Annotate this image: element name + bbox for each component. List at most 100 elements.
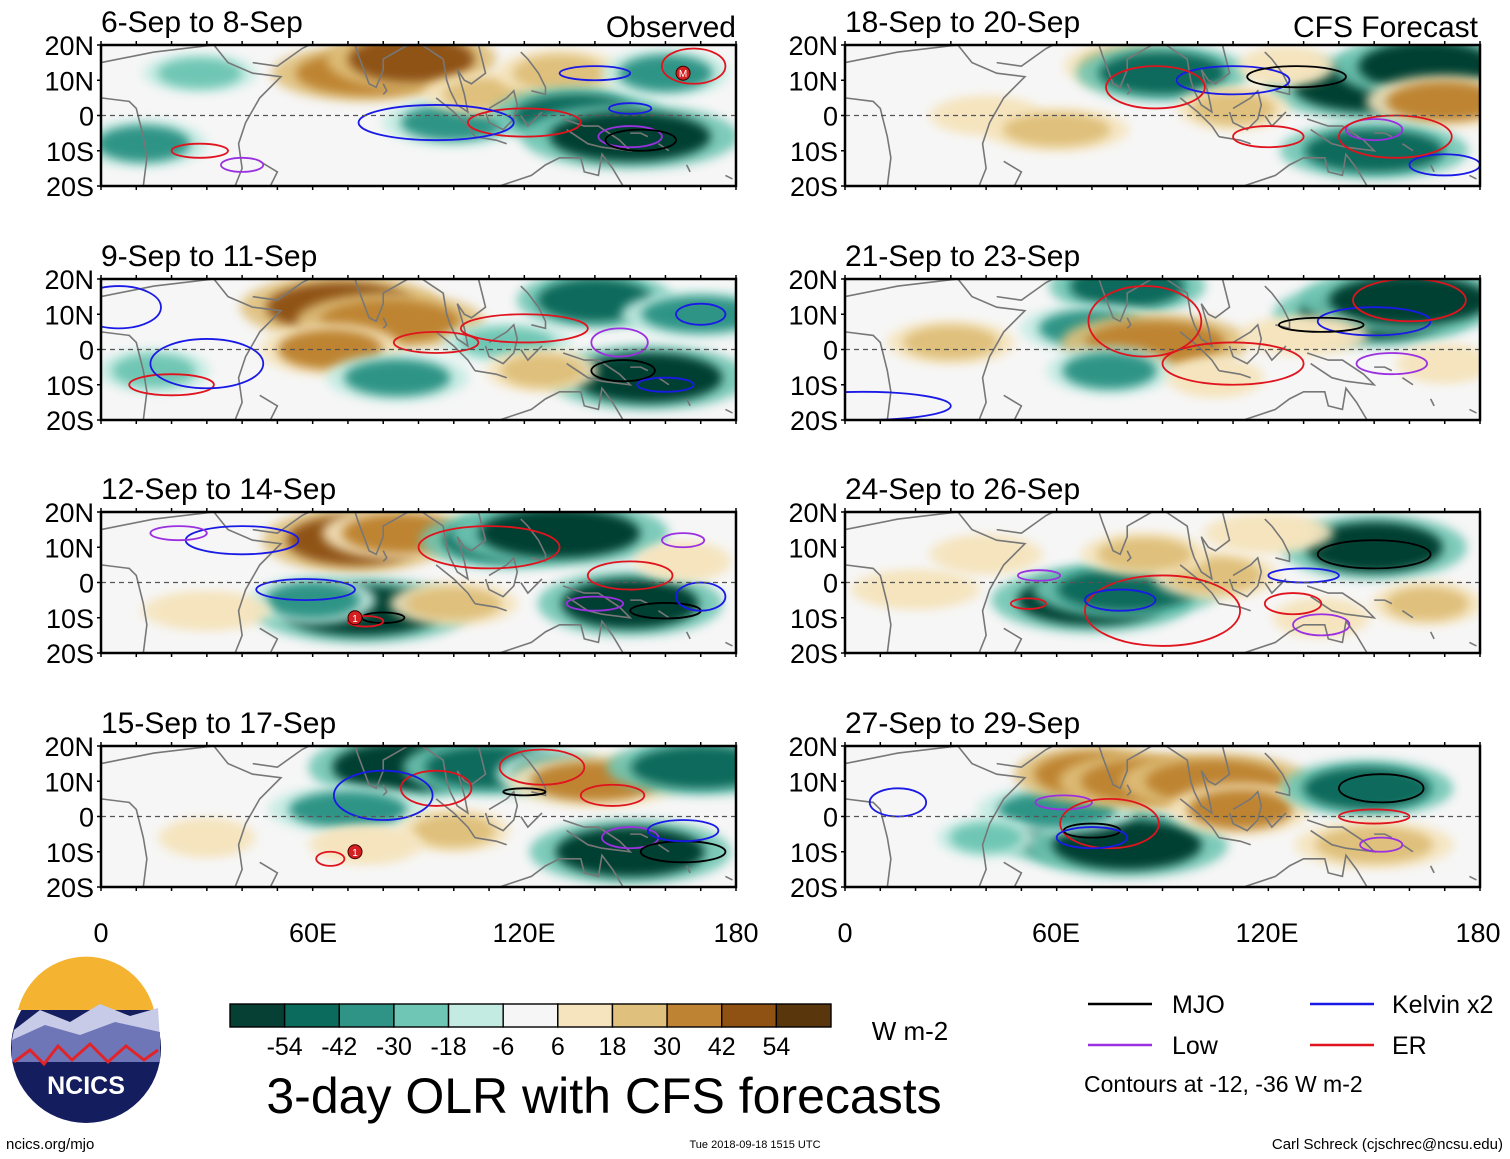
coastline — [1003, 160, 1023, 186]
er-contour — [459, 313, 589, 344]
er-contour — [661, 47, 727, 85]
panel-title: 6-Sep to 8-Sep — [101, 6, 303, 39]
er-contour — [1337, 808, 1411, 825]
olr-anomaly — [949, 822, 1023, 853]
colorbar-label: -18 — [430, 1033, 466, 1061]
coastline — [1264, 51, 1291, 96]
low-contour — [565, 595, 625, 612]
er-contour — [1232, 125, 1305, 149]
coastline — [1374, 833, 1393, 839]
olr-anomaly — [1386, 81, 1480, 122]
colorbar-label: 42 — [708, 1033, 736, 1061]
colorbar-swatch — [338, 1003, 395, 1028]
panel-title: 15-Sep to 17-Sep — [101, 707, 336, 740]
kelvin-contour — [675, 302, 727, 326]
coastline — [1374, 366, 1393, 372]
lat-label: 20N — [44, 498, 94, 528]
olr-anomaly — [170, 822, 244, 853]
colorbar-label: 6 — [551, 1033, 565, 1061]
coastline — [1081, 746, 1153, 790]
colorbar-swatch — [502, 1003, 559, 1028]
colorbar-swatch — [666, 1003, 723, 1028]
er-contour — [579, 783, 646, 807]
kelvin-contour — [646, 819, 720, 843]
legend-label-mjo: MJO — [1172, 991, 1225, 1019]
lat-label: 10S — [790, 371, 838, 401]
er-contour — [1161, 341, 1305, 386]
er-contour — [315, 850, 346, 867]
mjo-contour — [1337, 773, 1425, 804]
olr-field — [850, 513, 1480, 638]
site-url: ncics.org/mjo — [6, 1136, 94, 1153]
olr-anomaly — [158, 595, 256, 626]
olr-anomaly — [646, 546, 720, 577]
coastline — [1003, 394, 1023, 420]
colorbar-swatch — [229, 1003, 286, 1028]
lat-label: 0 — [79, 102, 94, 132]
coastline — [252, 746, 310, 768]
coastline — [1401, 143, 1414, 152]
coastline — [1228, 556, 1263, 598]
coastline — [1429, 398, 1435, 407]
lon-label: 180 — [1455, 918, 1500, 948]
coastline — [1264, 345, 1287, 362]
coastline — [725, 408, 733, 414]
lat-label: 20S — [46, 172, 94, 202]
lat-label: 0 — [823, 336, 838, 366]
colorbar-label: -54 — [267, 1033, 303, 1061]
kelvin-contour — [332, 769, 434, 821]
coastline — [562, 352, 633, 386]
low-contour — [149, 525, 208, 542]
lat-label: 0 — [79, 803, 94, 833]
coastline — [685, 398, 691, 407]
lat-label: 10N — [788, 533, 838, 563]
lon-label: 120E — [492, 918, 555, 948]
coastline — [685, 164, 691, 173]
low-contour — [1355, 352, 1428, 376]
coastline — [845, 564, 892, 653]
low-contour — [1016, 569, 1062, 582]
kelvin-contour — [1267, 567, 1340, 584]
lat-label: 20N — [788, 732, 838, 762]
coastline — [1306, 352, 1377, 386]
coastline — [845, 45, 1027, 186]
coastline — [499, 386, 624, 420]
coastline — [1401, 844, 1414, 853]
mjo-contour — [502, 787, 547, 797]
coastline — [1126, 550, 1132, 562]
coastline — [685, 865, 691, 874]
er-contour — [128, 373, 215, 397]
kelvin-contour — [675, 581, 727, 612]
olr-anomaly — [348, 45, 475, 83]
colorbar-swatch — [393, 1003, 450, 1028]
coastlines — [845, 279, 1477, 420]
lat-label: 0 — [79, 569, 94, 599]
coastline — [1179, 331, 1220, 372]
coastline — [1218, 135, 1251, 145]
coastline — [845, 97, 892, 186]
olr-anomaly — [1315, 826, 1434, 864]
coastline — [1264, 812, 1287, 829]
coastline — [1306, 118, 1377, 152]
olr-anomaly — [943, 539, 1029, 570]
coastline — [1126, 83, 1132, 95]
coastline — [484, 556, 519, 598]
coastline — [1165, 45, 1231, 114]
olr-anomaly — [1220, 518, 1317, 549]
lat-label: 0 — [823, 569, 838, 599]
lat-label: 20N — [44, 31, 94, 61]
coastline — [1469, 875, 1477, 881]
lat-label: 10N — [44, 300, 94, 330]
coastline — [630, 833, 649, 839]
kelvin-contour — [357, 104, 515, 142]
lat-label: 20N — [44, 265, 94, 295]
colorbar-swatch — [557, 1003, 614, 1028]
lat-label: 10S — [46, 371, 94, 401]
legend-label-low: Low — [1172, 1032, 1219, 1060]
coastline — [1165, 746, 1231, 815]
panel-title: 12-Sep to 14-Sep — [101, 473, 336, 506]
coastline — [101, 279, 283, 420]
coastline — [421, 512, 487, 581]
